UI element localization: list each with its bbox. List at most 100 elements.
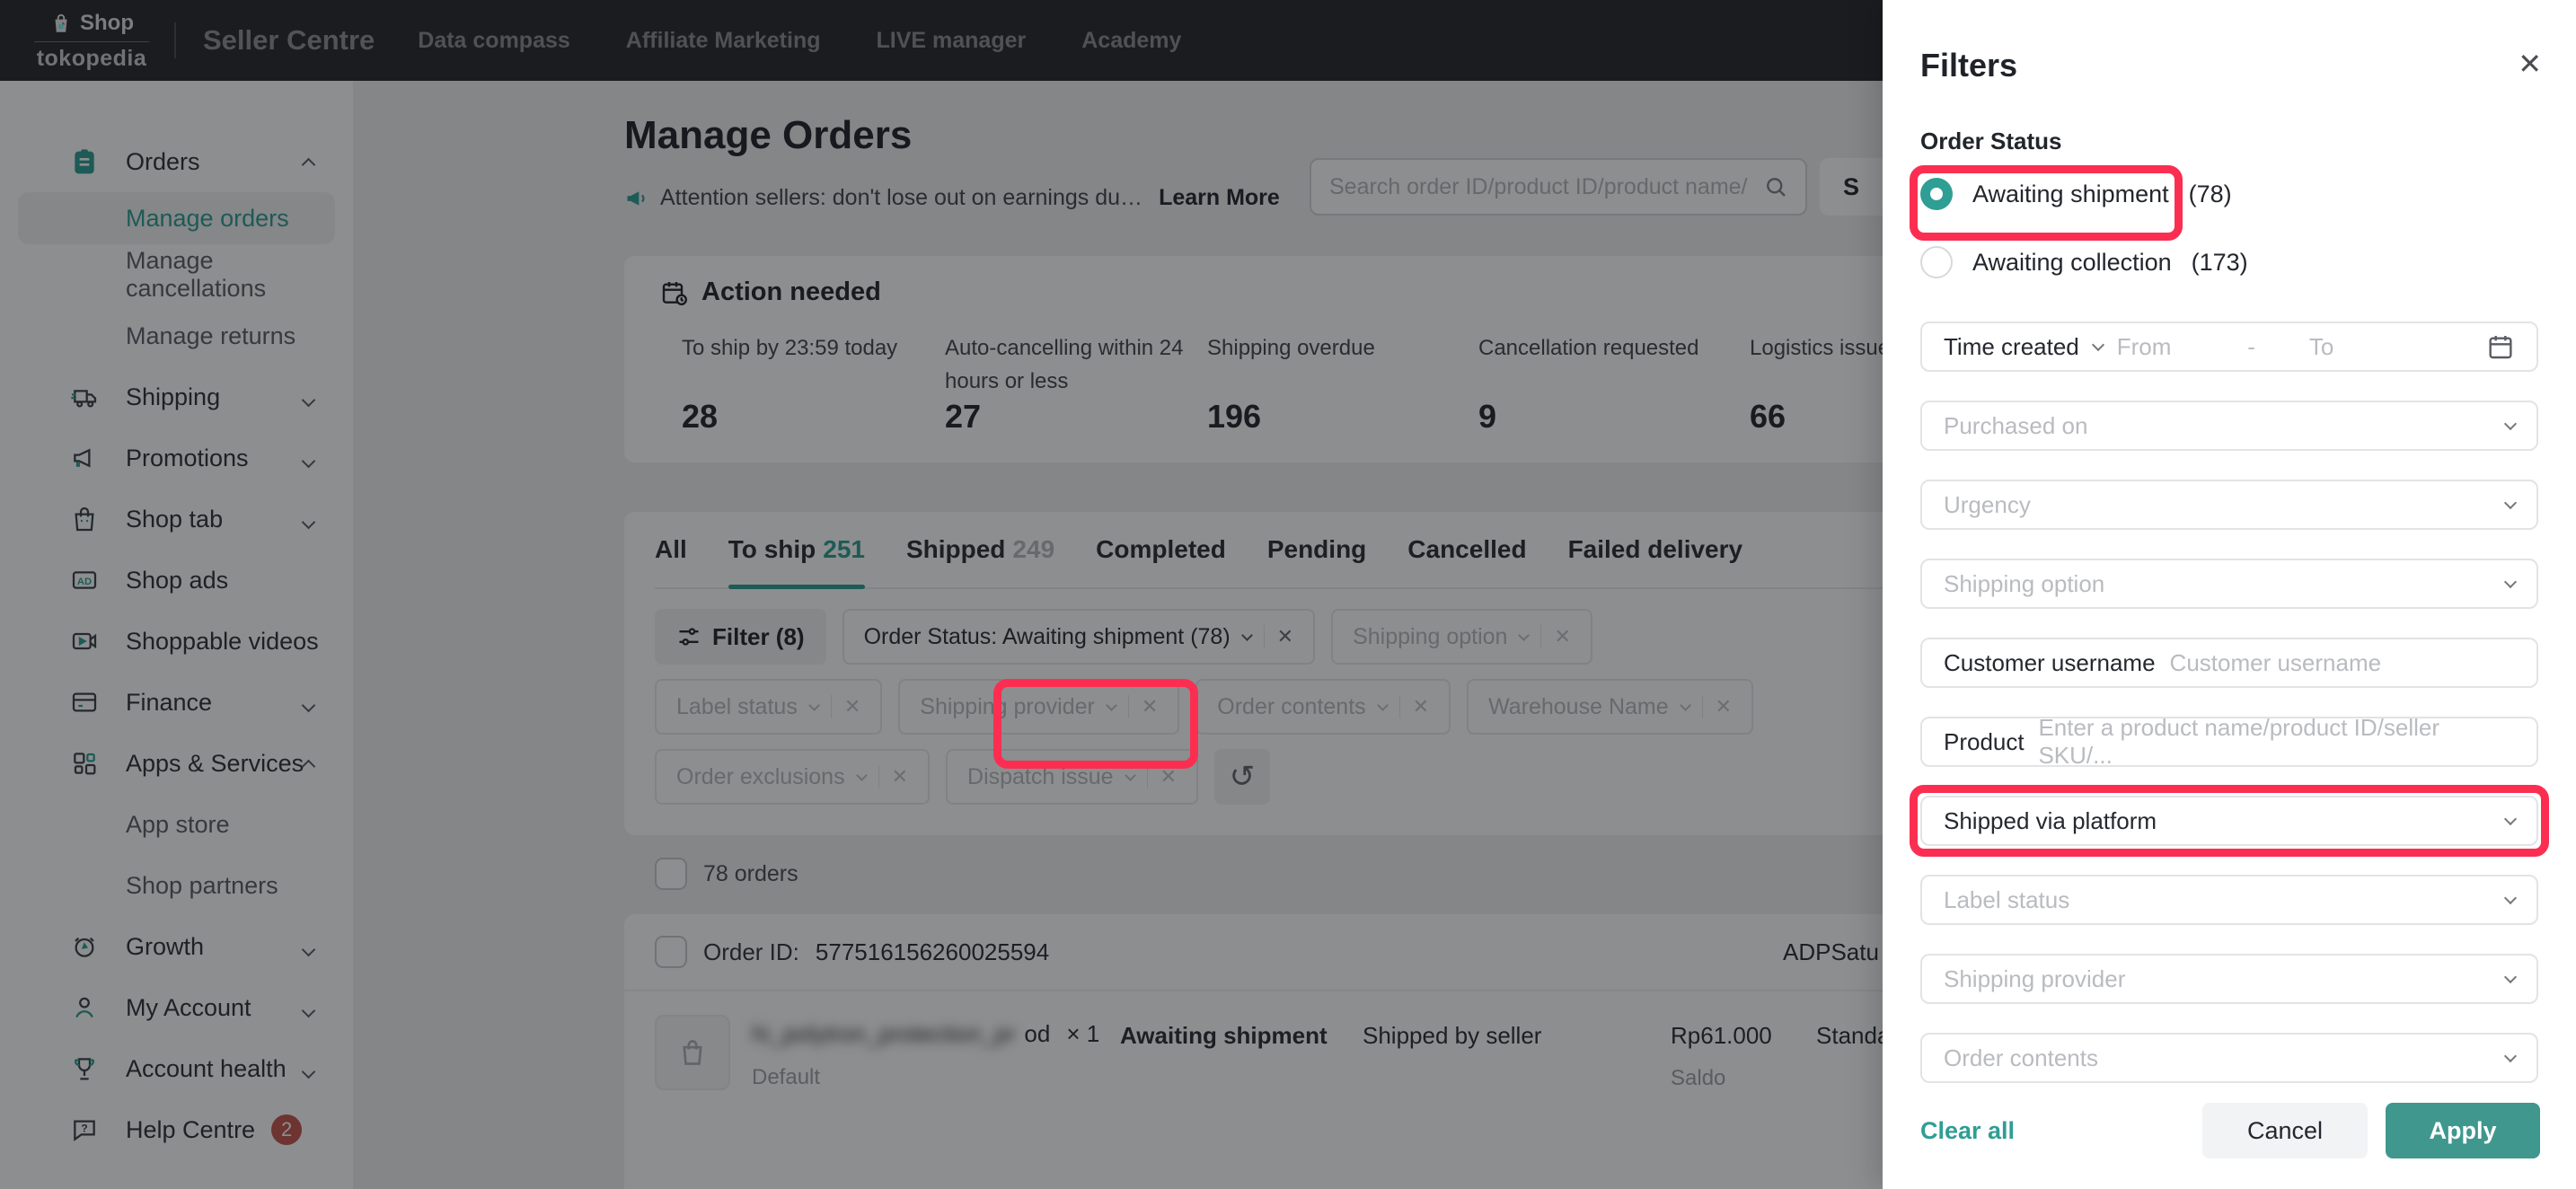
chip-order-contents[interactable]: Order contents ✕ xyxy=(1195,679,1451,735)
sidebar-item-shop-tab[interactable]: Shop tab xyxy=(0,489,353,550)
product-thumbnail xyxy=(655,1015,730,1090)
shipping-provider-select[interactable]: Shipping provider xyxy=(1920,954,2538,1004)
urgency-select[interactable]: Urgency xyxy=(1920,480,2538,530)
topbar-divider xyxy=(174,22,176,58)
select-placeholder: Order contents xyxy=(1944,1044,2098,1071)
sidebar-item-my-account[interactable]: My Account xyxy=(0,977,353,1038)
customer-username-field[interactable]: Customer username Customer username xyxy=(1920,638,2538,688)
chevron-down-icon[interactable] xyxy=(2503,1049,2518,1062)
filter-button[interactable]: Filter (8) xyxy=(655,609,826,665)
product-field[interactable]: Product Enter a product name/product ID/… xyxy=(1920,714,2538,769)
stat-cancellation-requested[interactable]: Cancellation requested 9 xyxy=(1478,331,1721,435)
remove-chip-icon[interactable]: ✕ xyxy=(1412,695,1430,718)
filters-panel: Filters ✕ Order Status Awaiting shipment… xyxy=(1883,0,2576,1189)
tab-to-ship[interactable]: To ship 251 xyxy=(728,535,866,589)
date-to-placeholder[interactable]: To xyxy=(2308,332,2334,360)
radio-awaiting-shipment[interactable]: Awaiting shipment (78) xyxy=(1920,178,2232,210)
nav-academy[interactable]: Academy xyxy=(1081,27,1182,53)
tab-shipped[interactable]: Shipped 249 xyxy=(905,535,1055,563)
time-created-field[interactable]: Time created From - To xyxy=(1920,321,2538,372)
order-contents-select[interactable]: Order contents xyxy=(1920,1033,2538,1083)
chip-warehouse-name[interactable]: Warehouse Name ✕ xyxy=(1467,679,1754,735)
calendar-icon[interactable] xyxy=(2486,332,2515,361)
shop-tokopedia-logo[interactable]: Shop tokopedia xyxy=(34,12,149,70)
sidebar-item-apps-services[interactable]: Apps & Services xyxy=(0,733,353,794)
close-icon[interactable]: ✕ xyxy=(2518,48,2542,80)
apply-button[interactable]: Apply xyxy=(2386,1103,2540,1158)
sidebar-item-app-store[interactable]: App store xyxy=(0,794,353,855)
sidebar-item-shop-partners[interactable]: Shop partners xyxy=(0,855,353,916)
nav-affiliate-marketing[interactable]: Affiliate Marketing xyxy=(625,27,821,53)
remove-chip-icon[interactable]: ✕ xyxy=(1715,695,1733,718)
stat-value: 196 xyxy=(1207,398,1262,435)
shipped-via-platform-select[interactable]: Shipped via platform xyxy=(1920,796,2538,846)
chevron-down-icon[interactable] xyxy=(2503,891,2518,904)
remove-chip-icon[interactable]: ✕ xyxy=(891,765,909,788)
stat-shipping-overdue[interactable]: Shipping overdue 196 xyxy=(1207,331,1450,435)
order-id-label: Order ID: xyxy=(703,938,799,965)
radio-selected-icon[interactable] xyxy=(1920,178,1953,210)
customer-username-placeholder[interactable]: Customer username xyxy=(2169,648,2382,676)
chevron-down-icon[interactable] xyxy=(2503,417,2518,430)
sidebar-item-shipping[interactable]: Shipping xyxy=(0,366,353,427)
tab-failed-delivery[interactable]: Failed delivery xyxy=(1567,535,1743,563)
sidebar: Orders Manage orders Manage cancellation… xyxy=(0,81,353,1189)
stat-logistics-issue[interactable]: Logistics issue 66 xyxy=(1750,331,1992,435)
sidebar-item-shop-ads[interactable]: AD Shop ads xyxy=(0,550,353,611)
stat-to-ship[interactable]: To ship by 23:59 today 28 xyxy=(682,331,924,435)
sidebar-item-manage-orders[interactable]: Manage orders xyxy=(18,192,335,244)
radio-awaiting-collection[interactable]: Awaiting collection (173) xyxy=(1920,246,2248,278)
sidebar-item-shoppable-videos[interactable]: Shoppable videos xyxy=(0,611,353,672)
sidebar-item-manage-cancellations[interactable]: Manage cancellations xyxy=(0,244,353,305)
search-input[interactable] xyxy=(1328,172,1762,201)
chevron-down-icon[interactable] xyxy=(2503,812,2518,825)
remove-chip-icon[interactable]: ✕ xyxy=(1141,695,1159,718)
sidebar-item-manage-returns[interactable]: Manage returns xyxy=(0,305,353,366)
product-placeholder[interactable]: Enter a product name/product ID/seller S… xyxy=(2038,714,2439,769)
chevron-down-icon[interactable] xyxy=(2091,338,2104,351)
sidebar-item-growth[interactable]: Growth xyxy=(0,916,353,977)
sidebar-item-orders[interactable]: Orders xyxy=(0,131,353,192)
purchased-on-select[interactable]: Purchased on xyxy=(1920,401,2538,451)
product-name[interactable]: hi_polytron_protection_pr od × 1 xyxy=(752,1020,1099,1048)
chip-order-exclusions[interactable]: Order exclusions ✕ xyxy=(655,749,931,805)
remove-chip-icon[interactable]: ✕ xyxy=(843,695,861,718)
tab-cancelled[interactable]: Cancelled xyxy=(1407,535,1527,563)
sidebar-item-promotions[interactable]: Promotions xyxy=(0,427,353,489)
sidebar-item-finance[interactable]: Finance xyxy=(0,672,353,733)
reset-filters-button[interactable]: ↺ xyxy=(1214,749,1271,805)
stat-auto-cancelling[interactable]: Auto-cancelling within 24 hours or less … xyxy=(945,331,1187,435)
label-status-select[interactable]: Label status xyxy=(1920,875,2538,925)
chip-shipping-provider[interactable]: Shipping provider ✕ xyxy=(898,679,1180,735)
remove-chip-icon[interactable]: ✕ xyxy=(1276,625,1294,647)
chip-order-status[interactable]: Order Status: Awaiting shipment (78) ✕ xyxy=(842,609,1316,665)
clear-all-link[interactable]: Clear all xyxy=(1920,1117,2016,1144)
nav-live-manager[interactable]: LIVE manager xyxy=(876,27,1027,53)
tab-completed[interactable]: Completed xyxy=(1096,535,1226,563)
order-checkbox[interactable] xyxy=(655,936,687,968)
growth-icon xyxy=(75,937,94,957)
chip-shipping-option[interactable]: Shipping option ✕ xyxy=(1331,609,1592,665)
nav-data-compass[interactable]: Data compass xyxy=(418,27,570,53)
sidebar-item-help-centre[interactable]: ? Help Centre 2 xyxy=(0,1099,353,1160)
tab-all[interactable]: All xyxy=(655,535,687,563)
cancel-button[interactable]: Cancel xyxy=(2202,1103,2368,1158)
select-all-checkbox[interactable] xyxy=(655,858,687,890)
date-from-placeholder[interactable]: From xyxy=(2116,332,2172,360)
sidebar-item-account-health[interactable]: Account health xyxy=(0,1038,353,1099)
remove-chip-icon[interactable]: ✕ xyxy=(1160,765,1178,788)
stat-value: 9 xyxy=(1478,398,1497,435)
chip-dispatch-issue[interactable]: Dispatch issue ✕ xyxy=(946,749,1199,805)
tab-pending[interactable]: Pending xyxy=(1266,535,1367,563)
shipping-option-select[interactable]: Shipping option xyxy=(1920,559,2538,609)
remove-chip-icon[interactable]: ✕ xyxy=(1554,625,1571,647)
radio-unselected-icon[interactable] xyxy=(1920,246,1953,278)
chevron-down-icon[interactable] xyxy=(2503,575,2518,588)
chip-label-status[interactable]: Label status ✕ xyxy=(655,679,883,735)
chevron-down-icon[interactable] xyxy=(2503,496,2518,509)
chevron-down-icon[interactable] xyxy=(2503,970,2518,983)
radio-label: Awaiting collection xyxy=(1972,248,2172,276)
search-box[interactable] xyxy=(1310,158,1807,216)
search-icon[interactable] xyxy=(1762,173,1789,200)
banner-learn-more-link[interactable]: Learn More xyxy=(1159,185,1280,210)
